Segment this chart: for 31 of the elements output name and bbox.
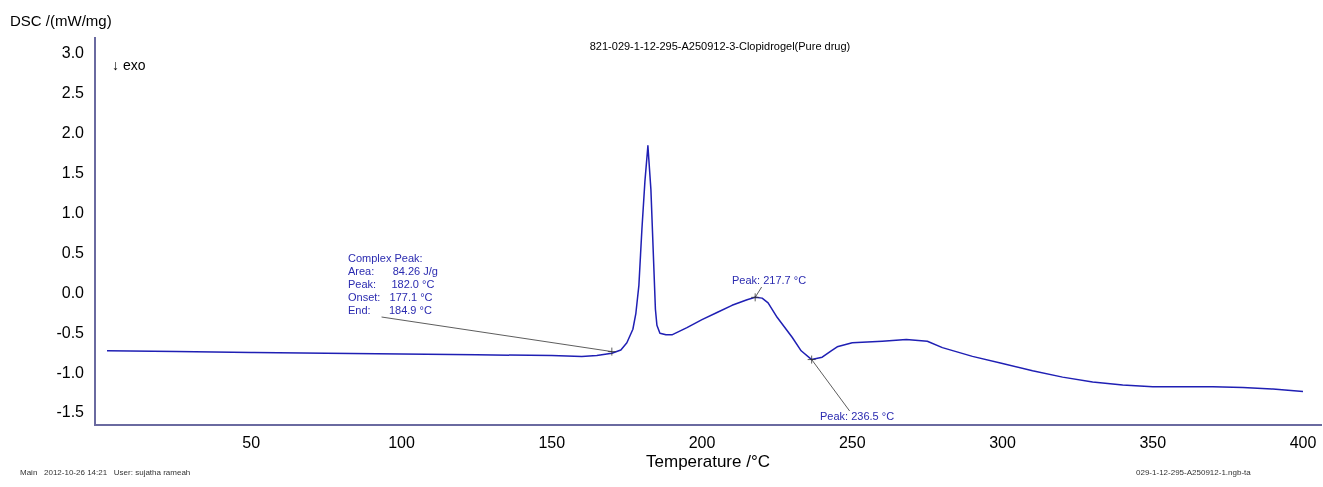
y-tick-label: 3.0 bbox=[61, 44, 85, 62]
x-tick-label: 200 bbox=[688, 434, 716, 452]
y-tick-label: 1.0 bbox=[61, 203, 85, 221]
y-tick-label: 2.0 bbox=[61, 124, 85, 142]
x-tick-label: 350 bbox=[1139, 434, 1167, 452]
chart-title: 821-029-1-12-295-A250912-3-Clopidrogel(Pure drug) bbox=[589, 40, 851, 53]
annotation: Peak: 182.0 °C bbox=[348, 278, 435, 291]
annotation: Area: 84.26 J/g bbox=[348, 265, 438, 278]
y-axis-title: DSC /(mW/mg) bbox=[10, 11, 112, 29]
x-tick-label: 400 bbox=[1289, 434, 1317, 452]
annotation: Complex Peak: bbox=[348, 252, 423, 265]
annotation: End: 184.9 °C bbox=[348, 304, 432, 317]
y-tick-label: 2.5 bbox=[61, 84, 85, 102]
y-tick-label: -0.5 bbox=[56, 323, 85, 341]
y-tick-label: -1.5 bbox=[56, 403, 85, 421]
x-tick-label: 150 bbox=[538, 434, 566, 452]
annotation: Peak: 236.5 °C bbox=[820, 410, 895, 423]
x-tick-label: 300 bbox=[989, 434, 1016, 452]
x-tick-label: 50 bbox=[242, 434, 261, 452]
annotation: Peak: 217.7 °C bbox=[732, 274, 807, 287]
x-axis-title: Temperature /°C bbox=[646, 452, 770, 472]
annotation: Onset: 177.1 °C bbox=[348, 291, 433, 304]
y-tick-label: 1.5 bbox=[61, 164, 85, 182]
y-tick-label: -1.0 bbox=[56, 363, 85, 381]
annotation: ↓ exo bbox=[112, 56, 146, 73]
text: 029-1-12-295-A250912-1.ngb-ta bbox=[1136, 468, 1252, 478]
x-tick-label: 250 bbox=[838, 434, 866, 452]
text: Main 2012-10-26 14:21 User: sujatha rameah bbox=[20, 468, 191, 478]
x-tick-label: 100 bbox=[388, 434, 415, 452]
y-tick-label: 0.0 bbox=[61, 283, 85, 301]
y-tick-label: 0.5 bbox=[61, 243, 85, 261]
